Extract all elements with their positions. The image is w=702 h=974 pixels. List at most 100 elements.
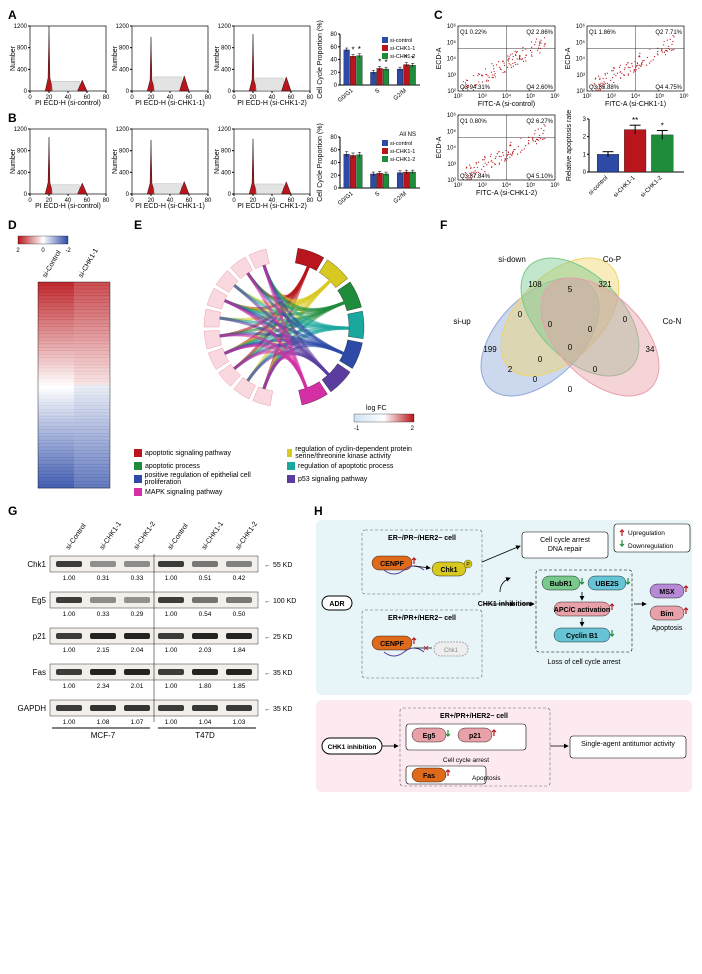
svg-text:ECD-A: ECD-A bbox=[436, 47, 443, 69]
svg-text:← 25 KD: ← 25 KD bbox=[264, 634, 292, 641]
svg-text:1.00: 1.00 bbox=[63, 575, 76, 582]
svg-text:1.00: 1.00 bbox=[165, 719, 178, 726]
svg-text:0: 0 bbox=[593, 365, 598, 374]
svg-text:ER+/PR+/HER2− cell: ER+/PR+/HER2− cell bbox=[388, 615, 456, 622]
svg-text:5: 5 bbox=[568, 285, 573, 294]
svg-text:si-CHK1-1: si-CHK1-1 bbox=[78, 247, 100, 279]
svg-text:Q1 0.80%: Q1 0.80% bbox=[460, 119, 487, 125]
svg-text:Chk1: Chk1 bbox=[440, 567, 457, 574]
svg-text:← 100 KD: ← 100 KD bbox=[264, 598, 296, 605]
panel-c-bottom: Q1 0.80%Q2 6.27%Q3 87.84%Q4 5.10%10²10²1… bbox=[434, 111, 694, 210]
svg-text:Chk1: Chk1 bbox=[444, 648, 459, 654]
svg-text:3: 3 bbox=[583, 117, 587, 123]
svg-text:0: 0 bbox=[228, 192, 232, 198]
svg-text:0: 0 bbox=[41, 248, 45, 254]
legend-item: apoptotic process bbox=[134, 462, 281, 470]
svg-text:80: 80 bbox=[330, 135, 337, 141]
histograms-b: 02040608004008001200NumberPI ECD-H (si-c… bbox=[8, 125, 428, 210]
svg-text:ER−/PR−/HER2− cell: ER−/PR−/HER2− cell bbox=[388, 535, 456, 542]
svg-text:Eg5: Eg5 bbox=[423, 733, 436, 740]
svg-text:0: 0 bbox=[623, 315, 628, 324]
label-a: A bbox=[8, 8, 428, 22]
svg-text:0: 0 bbox=[24, 89, 28, 95]
svg-text:0.33: 0.33 bbox=[131, 575, 144, 582]
svg-text:G2/M: G2/M bbox=[393, 88, 408, 102]
svg-text:10⁴: 10⁴ bbox=[447, 145, 457, 152]
label-d: D bbox=[8, 218, 128, 232]
svg-text:Eg5: Eg5 bbox=[32, 596, 47, 605]
svg-text:Fas: Fas bbox=[33, 668, 46, 677]
svg-text:GAPDH: GAPDH bbox=[18, 704, 47, 713]
svg-text:1.00: 1.00 bbox=[165, 611, 178, 618]
svg-text:*: * bbox=[358, 45, 361, 54]
svg-text:← 35 KD: ← 35 KD bbox=[264, 670, 292, 677]
svg-text:Cyclin B1: Cyclin B1 bbox=[566, 633, 598, 640]
svg-text:0: 0 bbox=[334, 83, 338, 89]
svg-text:Fas: Fas bbox=[423, 773, 435, 780]
svg-text:G0/G1: G0/G1 bbox=[337, 191, 355, 207]
panel-g: G si-Controlsi-CHK1-1si-CHK1-2si-Control… bbox=[8, 504, 308, 798]
svg-text:CENPF: CENPF bbox=[380, 641, 404, 648]
svg-text:si-control: si-control bbox=[588, 175, 609, 196]
svg-text:si-control: si-control bbox=[390, 141, 412, 147]
svg-text:800: 800 bbox=[221, 46, 232, 52]
svg-text:BubR1: BubR1 bbox=[550, 581, 573, 588]
svg-text:ECD-A: ECD-A bbox=[565, 47, 572, 69]
svg-text:800: 800 bbox=[119, 46, 130, 52]
svg-text:80: 80 bbox=[103, 198, 110, 204]
heatmap: 20-2si-Controlsi-CHK1-1 bbox=[8, 232, 128, 492]
svg-text:si-up: si-up bbox=[453, 317, 471, 326]
svg-text:40: 40 bbox=[330, 58, 337, 64]
svg-text:1.00: 1.00 bbox=[63, 647, 76, 654]
svg-text:1.00: 1.00 bbox=[165, 647, 178, 654]
svg-text:Q3 85.88%: Q3 85.88% bbox=[589, 85, 620, 91]
svg-text:Single-agent antitumor activit: Single-agent antitumor activity bbox=[581, 741, 675, 748]
legend-item: regulation of cyclin-dependent protein s… bbox=[287, 446, 434, 460]
svg-text:CHK1 inhibition: CHK1 inhibition bbox=[478, 601, 531, 608]
svg-text:1200: 1200 bbox=[116, 24, 130, 30]
svg-text:si-CHK1-1: si-CHK1-1 bbox=[99, 521, 123, 552]
svg-text:ADR: ADR bbox=[329, 601, 344, 608]
svg-text:p21: p21 bbox=[469, 733, 481, 740]
svg-text:1.80: 1.80 bbox=[199, 683, 212, 690]
row-b-c: B 02040608004008001200NumberPI ECD-H (si… bbox=[8, 111, 694, 210]
svg-text:10⁴: 10⁴ bbox=[502, 93, 512, 100]
svg-text:0: 0 bbox=[130, 198, 134, 204]
svg-text:800: 800 bbox=[17, 46, 28, 52]
svg-text:ECD-A: ECD-A bbox=[436, 136, 443, 158]
svg-text:MCF-7: MCF-7 bbox=[91, 731, 116, 740]
svg-text:0: 0 bbox=[232, 198, 236, 204]
svg-text:Cell Cycle Proportion (%): Cell Cycle Proportion (%) bbox=[317, 123, 324, 202]
svg-text:0: 0 bbox=[24, 192, 28, 198]
svg-text:1.08: 1.08 bbox=[97, 719, 110, 726]
svg-text:10³: 10³ bbox=[447, 73, 456, 79]
svg-text:Q1 0.22%: Q1 0.22% bbox=[460, 30, 487, 36]
svg-text:0.29: 0.29 bbox=[131, 611, 144, 618]
label-h: H bbox=[314, 504, 694, 518]
svg-text:800: 800 bbox=[221, 149, 232, 155]
svg-text:0.33: 0.33 bbox=[97, 611, 110, 618]
svg-text:S: S bbox=[374, 88, 381, 95]
svg-text:10⁶: 10⁶ bbox=[679, 93, 689, 100]
svg-text:PI ECD-H (si-CHK1-2): PI ECD-H (si-CHK1-2) bbox=[237, 100, 307, 107]
svg-text:10³: 10³ bbox=[478, 94, 487, 100]
svg-text:199: 199 bbox=[483, 345, 497, 354]
svg-text:Q4 5.10%: Q4 5.10% bbox=[526, 174, 553, 180]
svg-text:MSX: MSX bbox=[659, 589, 675, 596]
svg-text:34: 34 bbox=[646, 345, 655, 354]
histograms-a: 02040608004008001200NumberPI ECD-H (si-c… bbox=[8, 22, 428, 107]
svg-text:si-CHK1-1: si-CHK1-1 bbox=[390, 46, 415, 52]
label-g: G bbox=[8, 504, 308, 518]
svg-text:PI ECD-H (si-CHK1-1): PI ECD-H (si-CHK1-1) bbox=[135, 100, 205, 107]
svg-text:si-CHK1-1: si-CHK1-1 bbox=[201, 521, 225, 552]
svg-text:0.54: 0.54 bbox=[199, 611, 212, 618]
panel-e: E log FC-12 apoptotic signaling pathwayr… bbox=[134, 218, 434, 496]
svg-text:← 35 KD: ← 35 KD bbox=[264, 706, 292, 713]
svg-text:si-Control: si-Control bbox=[167, 522, 190, 551]
svg-text:1.00: 1.00 bbox=[165, 575, 178, 582]
panel-c: C Q1 0.22%Q2 2.86%Q3 94.31%Q4 2.60%10²10… bbox=[434, 8, 694, 107]
svg-text:T47D: T47D bbox=[195, 731, 215, 740]
svg-text:0: 0 bbox=[334, 186, 338, 192]
svg-text:20: 20 bbox=[330, 173, 337, 179]
svg-text:Q3 87.84%: Q3 87.84% bbox=[460, 174, 491, 180]
